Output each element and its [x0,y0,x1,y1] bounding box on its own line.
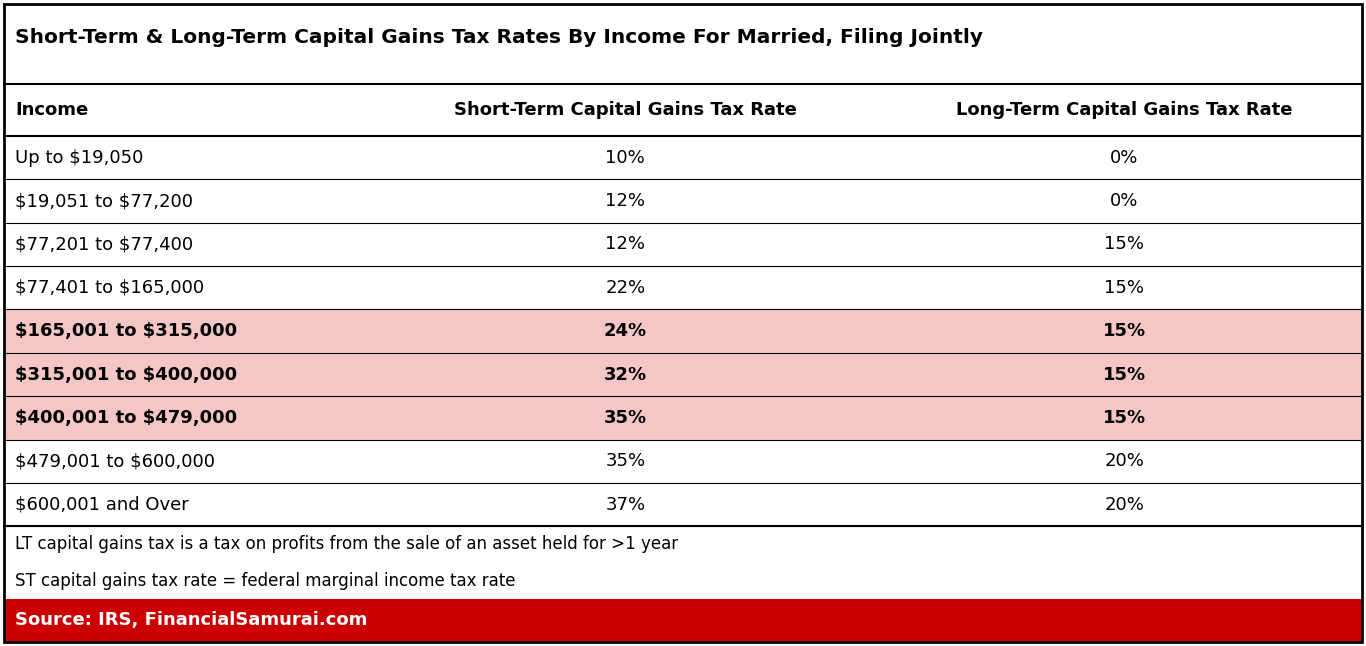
Bar [4,223,1362,266]
Bar [4,83,1362,136]
Text: ST capital gains tax rate = federal marginal income tax rate: ST capital gains tax rate = federal marg… [15,572,515,590]
Text: Short-Term & Long-Term Capital Gains Tax Rates By Income For Married, Filing Joi: Short-Term & Long-Term Capital Gains Tax… [15,28,984,47]
Text: Source: IRS, FinancialSamurai.com: Source: IRS, FinancialSamurai.com [15,611,367,629]
Text: \$165,001 to \$315,000: \$165,001 to \$315,000 [15,322,238,340]
Text: 35%: 35% [604,409,647,427]
Bar [4,563,1362,599]
Text: 15%: 15% [1102,366,1146,384]
Bar [4,180,1362,223]
Bar [4,266,1362,309]
Text: \$600,001 and Over: \$600,001 and Over [15,495,189,514]
Text: \$479,001 to \$600,000: \$479,001 to \$600,000 [15,452,214,470]
Bar [4,396,1362,439]
Text: 0%: 0% [1111,149,1138,167]
Text: \$400,001 to \$479,000: \$400,001 to \$479,000 [15,409,238,427]
Text: 20%: 20% [1105,452,1145,470]
Text: Long-Term Capital Gains Tax Rate: Long-Term Capital Gains Tax Rate [956,101,1292,119]
Text: \$77,401 to \$165,000: \$77,401 to \$165,000 [15,279,204,297]
Bar [4,309,1362,353]
Bar [4,4,1362,83]
Text: 15%: 15% [1104,235,1145,253]
Text: 32%: 32% [604,366,647,384]
Bar [4,483,1362,526]
Text: 22%: 22% [605,279,645,297]
Text: 24%: 24% [604,322,647,340]
Text: 35%: 35% [605,452,645,470]
Text: 12%: 12% [605,192,645,210]
Bar [4,526,1362,563]
Text: 20%: 20% [1105,495,1145,514]
Text: 37%: 37% [605,495,645,514]
Text: 15%: 15% [1102,409,1146,427]
Text: LT capital gains tax is a tax on profits from the sale of an asset held for >1 y: LT capital gains tax is a tax on profits… [15,536,678,554]
Bar [4,599,1362,642]
Text: 15%: 15% [1102,322,1146,340]
Text: Short-Term Capital Gains Tax Rate: Short-Term Capital Gains Tax Rate [454,101,796,119]
Text: 0%: 0% [1111,192,1138,210]
Text: \$315,001 to \$400,000: \$315,001 to \$400,000 [15,366,238,384]
Text: 10%: 10% [605,149,645,167]
Text: 15%: 15% [1104,279,1145,297]
Text: \$19,051 to \$77,200: \$19,051 to \$77,200 [15,192,193,210]
Bar [4,353,1362,396]
Text: Up to \$19,050: Up to \$19,050 [15,149,143,167]
Bar [4,136,1362,180]
Bar [4,439,1362,483]
Text: Income: Income [15,101,89,119]
Text: \$77,201 to \$77,400: \$77,201 to \$77,400 [15,235,193,253]
Text: 12%: 12% [605,235,645,253]
